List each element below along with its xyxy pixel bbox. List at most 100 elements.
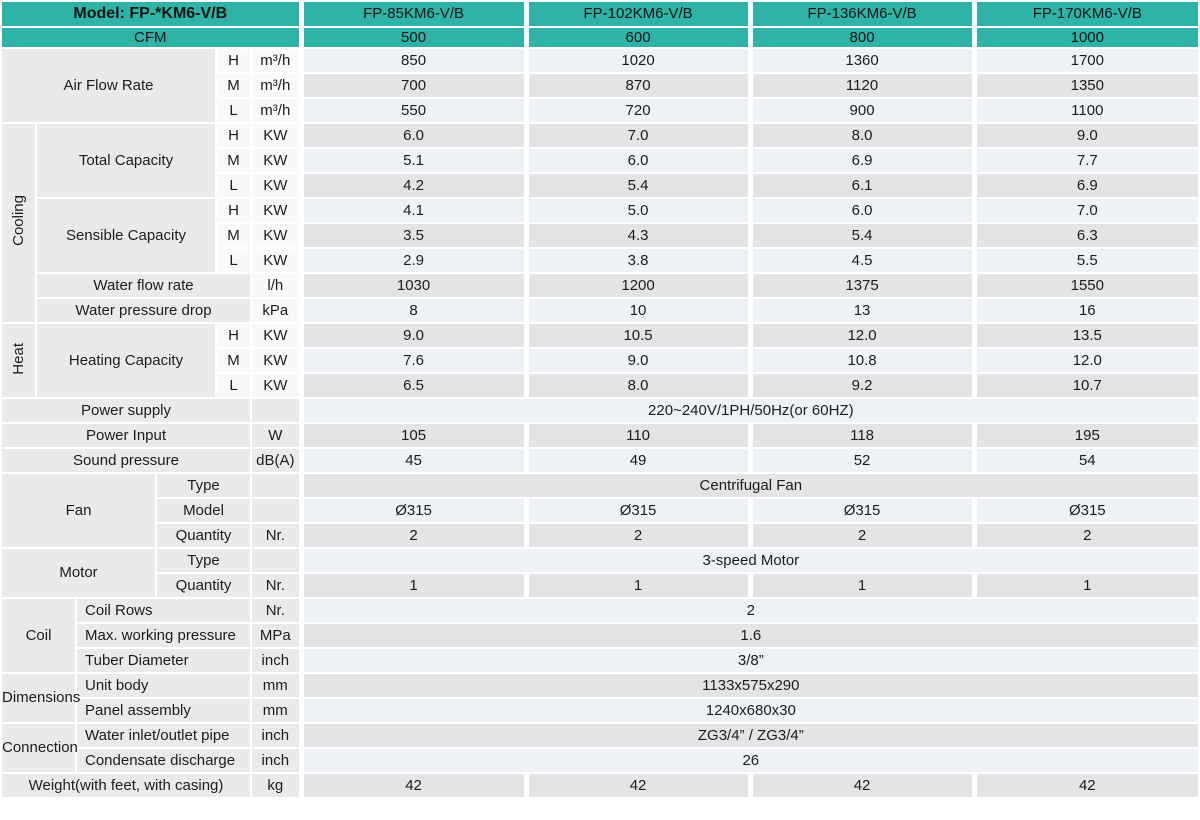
value-cell: 1360 [747, 47, 976, 74]
speed-label: L [215, 247, 252, 274]
value-cell: 13 [747, 297, 976, 324]
speed-label: L [215, 97, 252, 124]
value-cell: 6.0 [298, 122, 528, 149]
sub-label-fan-model: Model [155, 497, 252, 524]
value-cell: 2 [298, 522, 528, 549]
value-cell: 1120 [747, 72, 976, 99]
unit-label-empty [249, 497, 303, 524]
model-column-header: FP-102KM6-V/B [523, 0, 752, 28]
unit-label: KW [249, 247, 303, 274]
unit-label: inch [249, 747, 303, 774]
cfm-value: 1000 [971, 26, 1200, 49]
unit-label: mm [249, 697, 303, 724]
value-cell: 5.4 [747, 222, 976, 249]
value-cell: 6.3 [971, 222, 1200, 249]
unit-label: Nr. [249, 597, 303, 624]
value-cell: 1030 [298, 272, 528, 299]
cfm-value: 800 [747, 26, 976, 49]
unit-label-empty [249, 472, 303, 499]
speed-label: L [215, 172, 252, 199]
value-cell: 1550 [971, 272, 1200, 299]
unit-label: mm [249, 672, 303, 699]
sub-label-unit-body: Unit body [75, 672, 252, 699]
value-cell: 1375 [747, 272, 976, 299]
value-cell: 4.1 [298, 197, 528, 224]
value-cell: 720 [523, 97, 752, 124]
unit-label: Nr. [249, 572, 303, 599]
unit-label: MPa [249, 622, 303, 649]
value-cell: 54 [971, 447, 1200, 474]
sub-label-motor-type: Type [155, 547, 252, 574]
value-cell: 870 [523, 72, 752, 99]
group-label-connection: Connection [0, 722, 78, 774]
value-cell-span: 1133x575x290 [298, 672, 1200, 699]
section-label-heating-capacity: Heating Capacity [35, 322, 217, 399]
value-cell: 1100 [971, 97, 1200, 124]
unit-label: m³/h [249, 47, 303, 74]
value-cell: 5.0 [523, 197, 752, 224]
value-cell-span: 1240x680x30 [298, 697, 1200, 724]
value-cell: 1 [747, 572, 976, 599]
unit-label: KW [249, 222, 303, 249]
value-cell: 1200 [523, 272, 752, 299]
value-cell: 2 [747, 522, 976, 549]
group-label-fan: Fan [0, 472, 157, 549]
value-cell: 6.5 [298, 372, 528, 399]
group-label-coil: Coil [0, 597, 77, 674]
value-cell: Ø315 [298, 497, 528, 524]
value-cell: 9.0 [971, 122, 1200, 149]
value-cell: 900 [747, 97, 976, 124]
unit-label: W [249, 422, 303, 449]
unit-label: m³/h [249, 97, 303, 124]
unit-label-empty [249, 397, 303, 424]
value-cell: 7.6 [298, 347, 528, 374]
unit-label: kg [249, 772, 303, 799]
unit-label-empty [249, 547, 303, 574]
speed-label: H [215, 122, 252, 149]
value-cell: Ø315 [747, 497, 976, 524]
value-cell: Ø315 [523, 497, 752, 524]
value-cell: 16 [971, 297, 1200, 324]
value-cell: 850 [298, 47, 528, 74]
value-cell: 700 [298, 72, 528, 99]
row-label-power-supply: Power supply [0, 397, 252, 424]
unit-label: KW [249, 172, 303, 199]
unit-label: KW [249, 347, 303, 374]
value-cell: 195 [971, 422, 1200, 449]
group-label-heat: Heat [0, 322, 37, 399]
section-label-air-flow: Air Flow Rate [0, 47, 217, 124]
group-label-dimensions: Dimensions [0, 672, 80, 724]
value-cell-span: 3/8” [298, 647, 1200, 674]
unit-label: KW [249, 122, 303, 149]
speed-label: M [215, 72, 252, 99]
value-cell: 8.0 [747, 122, 976, 149]
sub-label-condensate: Condensate discharge [75, 747, 252, 774]
value-cell: 52 [747, 447, 976, 474]
value-cell: 10.5 [523, 322, 752, 349]
unit-label: KW [249, 372, 303, 399]
value-cell: 6.9 [971, 172, 1200, 199]
value-cell: 6.0 [523, 147, 752, 174]
unit-label: dB(A) [249, 447, 303, 474]
value-cell: 42 [523, 772, 752, 799]
value-cell-span: 220~240V/1PH/50Hz(or 60HZ) [298, 397, 1200, 424]
model-column-header: FP-170KM6-V/B [971, 0, 1200, 28]
value-cell: 7.7 [971, 147, 1200, 174]
sub-label-panel-assembly: Panel assembly [75, 697, 252, 724]
value-cell: 9.0 [523, 347, 752, 374]
value-cell: 4.3 [523, 222, 752, 249]
value-cell-span: ZG3/4” / ZG3/4” [298, 722, 1200, 749]
value-cell-span: 26 [298, 747, 1200, 774]
value-cell: 1350 [971, 72, 1200, 99]
value-cell: 8 [298, 297, 528, 324]
speed-label: H [215, 322, 252, 349]
value-cell: 4.2 [298, 172, 528, 199]
value-cell: 2 [971, 522, 1200, 549]
speed-label: L [215, 372, 252, 399]
value-cell: 10.7 [971, 372, 1200, 399]
value-cell: 2 [523, 522, 752, 549]
value-cell: 3.5 [298, 222, 528, 249]
value-cell: 118 [747, 422, 976, 449]
value-cell: 1 [523, 572, 752, 599]
unit-label: inch [249, 722, 303, 749]
